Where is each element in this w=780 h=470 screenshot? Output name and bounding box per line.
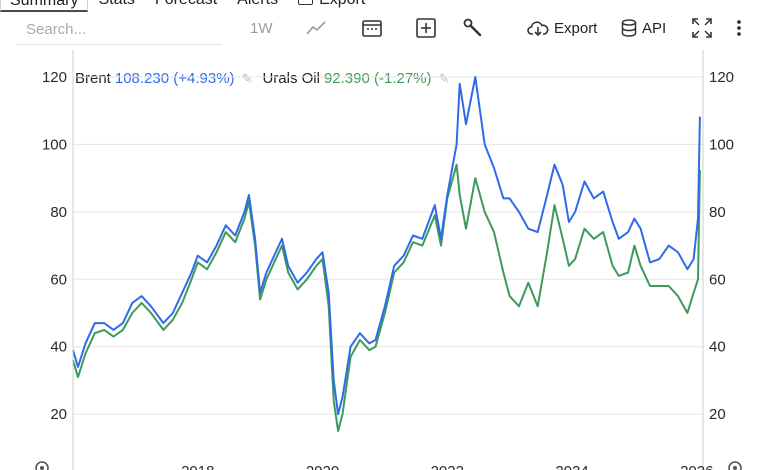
x-tick-label: 2024 <box>555 463 588 470</box>
legend-brent[interactable]: Brent 108.230 (+4.93%) ✎ <box>75 70 252 87</box>
legend-brent-name: Brent <box>75 70 111 87</box>
legend-urals-name: Urals Oil <box>262 70 320 87</box>
edit-series-brent-icon[interactable]: ✎ <box>241 70 253 86</box>
tab-summary-label: Summary <box>10 0 79 9</box>
y-tick-label-right: 20 <box>709 406 726 423</box>
legend-brent-value: 108.230 (+4.93%) <box>114 70 235 87</box>
tab-stats-label: Stats <box>98 0 134 8</box>
legend-urals[interactable]: Urals Oil 92.390 (-1.27%) ✎ <box>262 70 449 87</box>
y-tick-label-right: 40 <box>709 339 726 356</box>
series-line-urals-oil <box>72 163 701 432</box>
legend-urals-value: 92.390 (-1.27%) <box>323 70 432 87</box>
calendar-icon <box>362 20 382 37</box>
chart-legend: Brent 108.230 (+4.93%) ✎ Urals Oil 92.39… <box>75 70 449 87</box>
wrench-icon <box>463 18 482 37</box>
tab-export-label: Export <box>319 0 365 8</box>
tab-alerts[interactable]: Alerts <box>227 0 288 12</box>
api-button[interactable]: API <box>621 17 666 39</box>
chart-type-button[interactable] <box>306 17 326 39</box>
add-box-icon <box>416 18 436 38</box>
range-label: 1W <box>250 19 273 37</box>
fullscreen-icon <box>692 18 712 38</box>
chart-series <box>72 76 701 432</box>
y-tick-label-left: 80 <box>50 204 67 221</box>
more-menu-button[interactable] <box>735 17 743 39</box>
tab-forecast-label: Forecast <box>155 0 217 8</box>
export-label: Export <box>554 19 598 37</box>
series-line-brent <box>72 76 701 416</box>
database-icon <box>621 19 637 37</box>
api-label: API <box>642 19 667 37</box>
chart-gridlines <box>73 76 703 415</box>
axis-settings-left-icon[interactable] <box>35 461 49 470</box>
y-tick-label-left: 100 <box>42 136 67 153</box>
calendar-button[interactable] <box>362 17 382 39</box>
x-tick-label: 2022 <box>431 463 464 470</box>
top-toolbar: Summary Stats Forecast Alerts Export 1W … <box>0 0 780 48</box>
tab-stats[interactable]: Stats <box>88 0 144 12</box>
tab-alerts-label: Alerts <box>237 0 278 8</box>
more-vertical-icon <box>737 20 741 36</box>
x-tick-label: 2026 <box>680 463 713 470</box>
tab-bar: Summary Stats Forecast Alerts Export <box>0 0 375 12</box>
y-tick-label-right: 60 <box>709 271 726 288</box>
y-tick-label-left: 20 <box>50 406 67 423</box>
tab-summary[interactable]: Summary <box>0 0 89 12</box>
y-tick-label-right: 100 <box>709 136 734 153</box>
y-tick-label-right: 80 <box>709 204 726 221</box>
export-tab-icon <box>298 0 314 5</box>
chart-axes: 2020404060608080100100120120201820202022… <box>42 50 734 470</box>
cloud-download-icon <box>527 21 549 37</box>
edit-series-urals-icon[interactable]: ✎ <box>438 70 450 86</box>
tab-export[interactable]: Export <box>288 0 375 12</box>
tab-forecast[interactable]: Forecast <box>145 0 227 12</box>
y-tick-label-left: 60 <box>50 271 67 288</box>
y-tick-label-left: 40 <box>50 339 67 356</box>
line-chart-icon <box>306 21 326 35</box>
y-tick-label-right: 120 <box>709 69 734 86</box>
settings-tool-button[interactable] <box>463 17 483 39</box>
add-indicator-button[interactable] <box>416 17 436 39</box>
axis-settings-right-icon[interactable] <box>728 461 742 470</box>
range-button[interactable]: 1W <box>250 17 273 39</box>
export-button[interactable]: Export <box>527 17 597 39</box>
y-tick-label-left: 120 <box>42 69 67 86</box>
search-input[interactable] <box>16 15 222 45</box>
x-tick-label: 2018 <box>181 463 214 470</box>
fullscreen-button[interactable] <box>692 17 712 39</box>
